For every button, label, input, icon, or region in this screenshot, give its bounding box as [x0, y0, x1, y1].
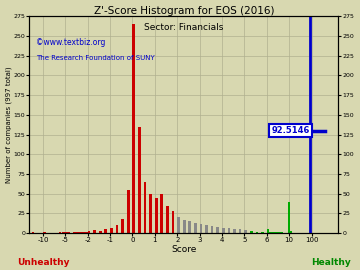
Bar	[239, 229, 242, 233]
Bar	[244, 230, 247, 233]
Bar	[76, 232, 79, 233]
Bar	[149, 194, 152, 233]
Bar	[82, 232, 85, 233]
Bar	[177, 217, 180, 233]
Bar	[64, 232, 67, 233]
Bar	[110, 228, 113, 233]
Title: Z'-Score Histogram for EOS (2016): Z'-Score Histogram for EOS (2016)	[94, 6, 274, 16]
Bar	[261, 231, 264, 233]
Bar	[93, 230, 96, 233]
Bar	[289, 231, 292, 233]
Bar	[273, 231, 275, 233]
Bar	[99, 231, 102, 233]
Bar	[281, 232, 283, 233]
Bar	[104, 229, 107, 233]
Bar	[288, 202, 291, 233]
Bar	[161, 194, 163, 233]
Bar	[216, 227, 219, 233]
Bar	[121, 219, 124, 233]
Bar	[116, 225, 118, 233]
Y-axis label: Number of companies (997 total): Number of companies (997 total)	[5, 66, 12, 183]
Bar	[155, 198, 158, 233]
Bar	[75, 232, 77, 233]
Bar	[132, 24, 135, 233]
Bar	[194, 223, 197, 233]
Bar	[222, 228, 225, 233]
Bar	[73, 232, 76, 233]
Bar	[183, 220, 185, 233]
Text: 92.5146: 92.5146	[271, 126, 310, 135]
Bar	[127, 190, 130, 233]
Bar	[188, 221, 191, 233]
Bar	[80, 231, 83, 233]
Bar	[86, 231, 89, 233]
Bar	[228, 228, 230, 233]
Text: The Research Foundation of SUNY: The Research Foundation of SUNY	[36, 55, 154, 61]
Bar	[275, 232, 278, 233]
Bar	[43, 232, 46, 233]
Bar	[268, 231, 271, 233]
Bar	[84, 231, 87, 233]
Bar	[144, 182, 146, 233]
Text: Unhealthy: Unhealthy	[17, 258, 69, 267]
Bar	[59, 232, 61, 233]
Bar	[62, 232, 65, 233]
Bar	[278, 232, 281, 233]
Bar	[199, 224, 202, 233]
Bar	[205, 225, 208, 233]
Bar	[67, 232, 70, 233]
Bar	[256, 231, 258, 233]
X-axis label: Score: Score	[171, 245, 197, 254]
Bar	[267, 229, 269, 233]
Bar	[172, 211, 174, 233]
Bar	[211, 226, 213, 233]
Bar	[78, 232, 81, 233]
Text: Healthy: Healthy	[311, 258, 351, 267]
Bar	[88, 231, 90, 233]
Bar	[270, 231, 272, 233]
Bar	[166, 205, 169, 233]
Text: Sector: Financials: Sector: Financials	[144, 23, 224, 32]
Text: ©www.textbiz.org: ©www.textbiz.org	[36, 38, 105, 47]
Bar	[138, 127, 141, 233]
Bar	[250, 231, 253, 233]
Bar	[274, 232, 276, 233]
Bar	[32, 232, 35, 233]
Bar	[233, 229, 236, 233]
